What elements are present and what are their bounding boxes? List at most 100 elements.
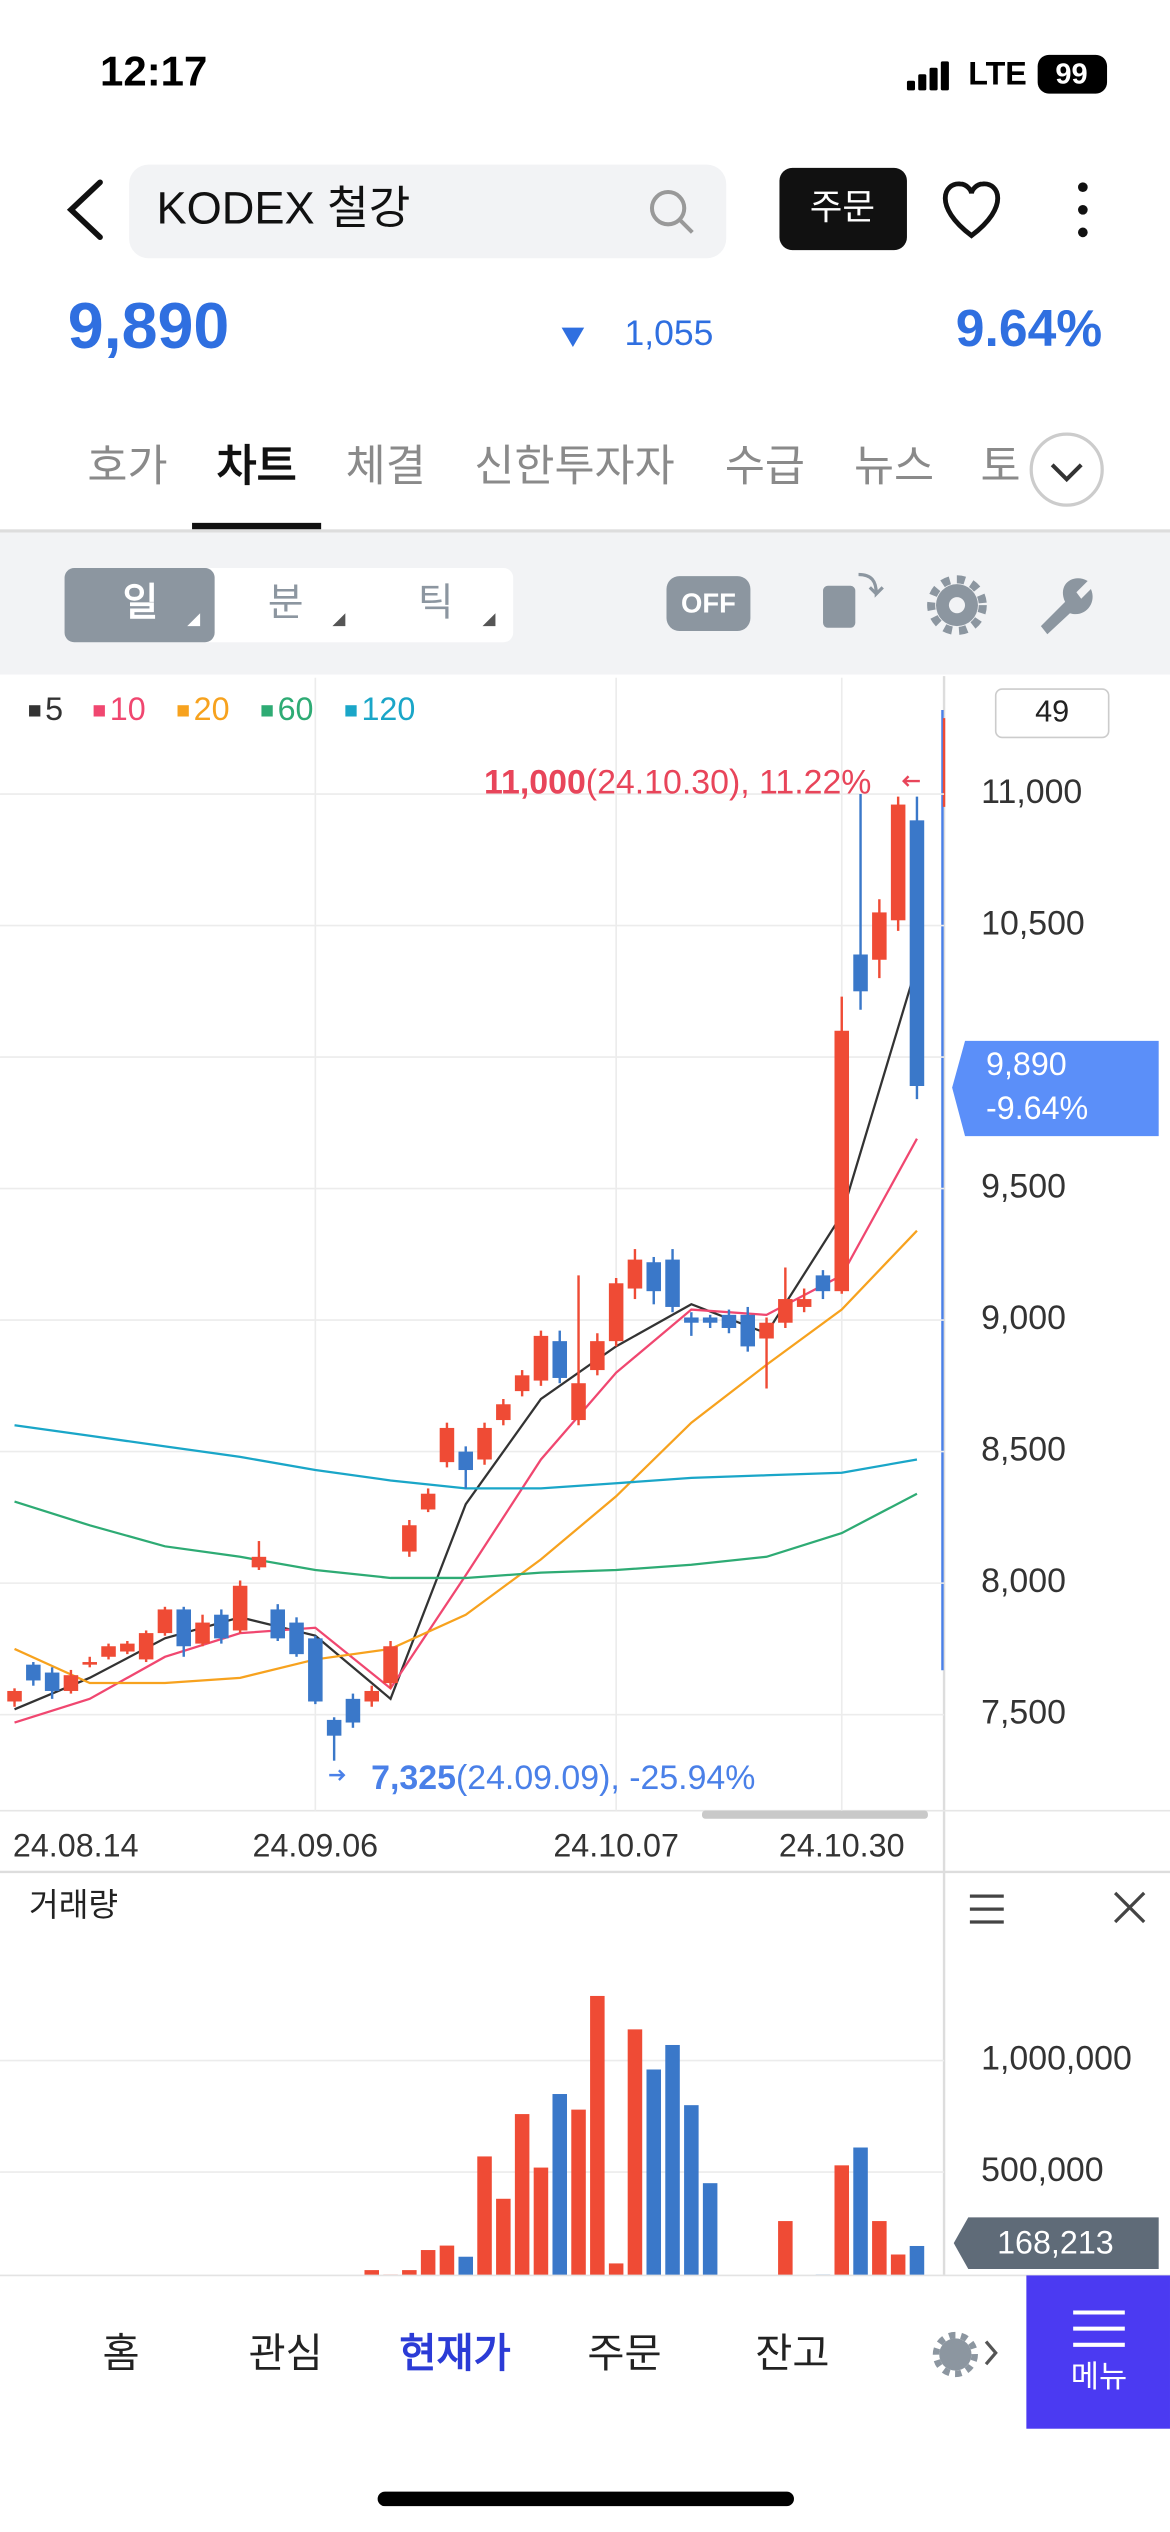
scroll-bar[interactable] xyxy=(701,1810,928,1819)
bottom-nav xyxy=(0,2275,1170,2431)
menu-icon xyxy=(1073,2310,1125,2347)
menu-label: 메뉴 xyxy=(1071,2360,1127,2394)
candle-body xyxy=(872,912,887,960)
more-button[interactable] xyxy=(1078,182,1088,238)
toggle-button[interactable] xyxy=(666,576,751,631)
low-price: 7,325 xyxy=(371,1759,456,1797)
tab[interactable]: 뉴스 xyxy=(854,443,934,491)
price-tag xyxy=(952,1040,1159,1137)
ma-line xyxy=(14,1138,918,1724)
battery-icon xyxy=(1037,54,1108,94)
nav-item[interactable]: 주문 xyxy=(587,2330,661,2376)
volume-title: 거래량 xyxy=(29,1887,118,1923)
order-button-label: 주문 xyxy=(810,187,875,227)
volume-menu-icon[interactable] xyxy=(969,1894,1004,1924)
change-rate: 9.64% xyxy=(956,299,1102,357)
candle-body xyxy=(364,1690,380,1702)
count-box[interactable] xyxy=(994,688,1110,739)
candle-body xyxy=(120,1643,135,1652)
nav-item[interactable]: 잔고 xyxy=(755,2330,829,2376)
period-option[interactable]: 분 xyxy=(268,581,304,624)
candle-body xyxy=(402,1525,417,1552)
tab[interactable]: 차트 xyxy=(217,443,297,491)
y-tick-label: 10,500 xyxy=(981,905,1085,943)
tool-icon[interactable] xyxy=(1040,578,1093,635)
candle-body xyxy=(420,1493,436,1510)
period-caret xyxy=(332,613,346,627)
volume-tag xyxy=(953,2217,1159,2269)
favorite-button[interactable] xyxy=(942,181,1001,239)
toggle-label: OFF xyxy=(681,587,736,618)
legend-label: 10 xyxy=(110,691,146,727)
chart-area xyxy=(0,676,1170,2278)
settings-icon[interactable] xyxy=(927,575,987,636)
candle-body xyxy=(496,1404,511,1421)
legend-swatch xyxy=(345,705,357,717)
candle-body xyxy=(815,1275,831,1292)
tab-divider xyxy=(0,529,1170,533)
high-annotation: 11,000(24.10.30), 11.22% xyxy=(484,763,871,801)
legend-label: 60 xyxy=(278,691,314,727)
candle-body xyxy=(608,1283,624,1342)
candle-body xyxy=(477,1427,492,1460)
search-icon[interactable] xyxy=(649,190,694,234)
y-tick-label: 7,500 xyxy=(981,1694,1066,1732)
down-arrow xyxy=(561,327,585,347)
network-label: LTE xyxy=(968,55,1027,91)
menu-button[interactable] xyxy=(1026,2275,1170,2429)
tab-expand[interactable] xyxy=(1029,432,1104,507)
legend-swatch xyxy=(261,705,273,717)
candle-body xyxy=(458,1451,474,1471)
nav-item[interactable]: 현재가 xyxy=(399,2330,510,2376)
candle-body xyxy=(627,1259,643,1289)
candle-body xyxy=(533,1335,549,1381)
low-detail: (24.09.09), -25.94% xyxy=(456,1759,755,1797)
candle-body xyxy=(590,1341,605,1371)
volume-bar xyxy=(684,2105,699,2284)
home-indicator xyxy=(377,2491,794,2507)
nav-item[interactable]: 홈 xyxy=(102,2330,139,2376)
volume-bar xyxy=(702,2183,718,2284)
candle-body xyxy=(778,1299,793,1323)
candle-body xyxy=(571,1383,586,1421)
legend-swatch xyxy=(93,705,105,717)
candle-body xyxy=(796,1299,812,1307)
legend-swatch xyxy=(177,705,189,717)
tab[interactable]: 토 xyxy=(981,443,1021,491)
volume-bar xyxy=(590,1995,605,2284)
volume-bar xyxy=(571,2109,586,2284)
period-option[interactable]: 일 xyxy=(123,581,159,624)
price-change: 1,055 xyxy=(625,313,714,353)
nav-item[interactable]: 관심 xyxy=(249,2330,323,2376)
nav-items: 홈 관심 현재가 주문 잔고 xyxy=(102,2330,829,2376)
nav-settings-icon[interactable] xyxy=(932,2331,998,2378)
volume-bar xyxy=(552,2094,568,2284)
tab[interactable]: 신한투자자 xyxy=(474,443,674,491)
tab[interactable]: 체결 xyxy=(346,443,426,491)
low-arrow xyxy=(329,1769,346,1781)
back-button[interactable] xyxy=(66,179,103,241)
candle-body xyxy=(251,1556,267,1568)
candle-body xyxy=(138,1633,154,1660)
copy-icon[interactable] xyxy=(823,572,884,628)
y-tick-label: 11,000 xyxy=(981,773,1082,811)
count-label: 49 xyxy=(1035,694,1069,728)
volume-tag-label: 168,213 xyxy=(997,2224,1114,2260)
high-price: 11,000 xyxy=(484,763,586,801)
candle-body xyxy=(326,1719,342,1736)
order-button[interactable] xyxy=(779,167,907,251)
legend-label: 120 xyxy=(361,691,415,727)
search-box[interactable] xyxy=(129,164,727,259)
tab[interactable]: 호가 xyxy=(87,443,167,491)
candle-body xyxy=(289,1622,304,1655)
volume-tick-label: 500,000 xyxy=(981,2151,1103,2189)
period-option[interactable]: 틱 xyxy=(418,581,454,624)
candle-body xyxy=(721,1314,737,1328)
volume-close-icon[interactable] xyxy=(1113,1891,1146,1924)
tab[interactable]: 수급 xyxy=(725,443,805,491)
candle-body xyxy=(909,820,925,1087)
ma-line xyxy=(14,1492,918,1580)
